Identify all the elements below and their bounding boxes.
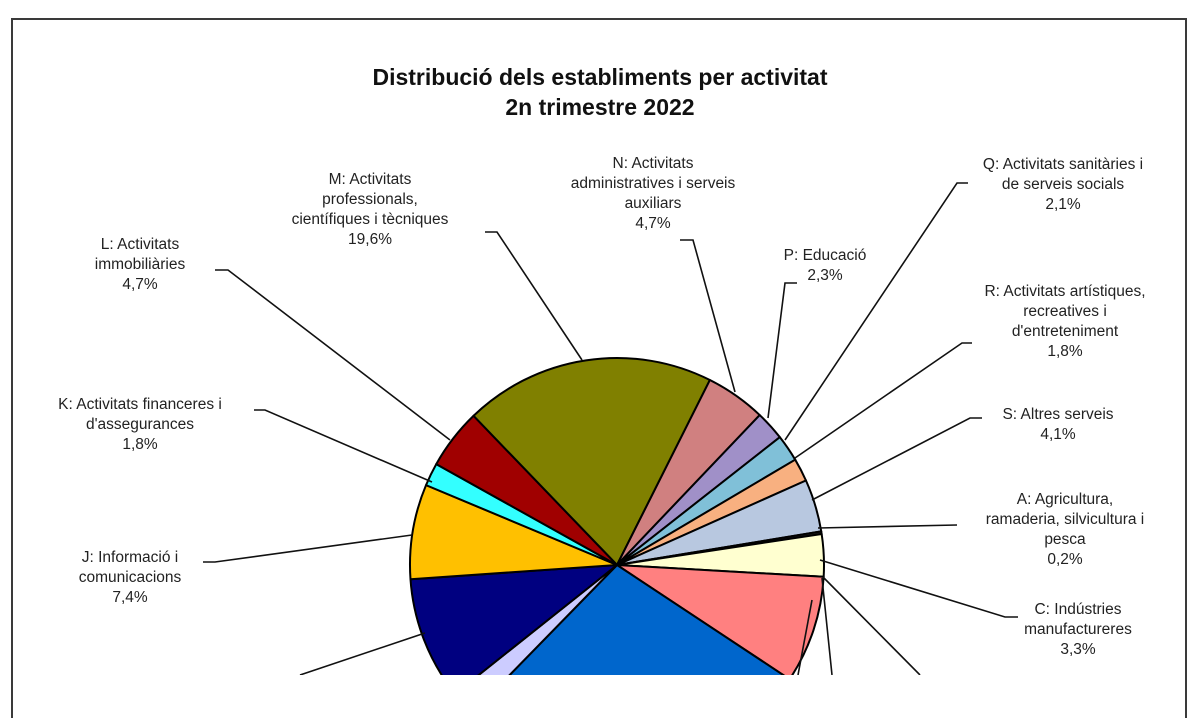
leader-line — [784, 182, 968, 441]
slice-label-m: M: Activitats professionals, científique… — [291, 171, 449, 248]
slice-label-s: S: Altres serveis 4,1% — [1002, 406, 1114, 443]
pie-chart — [203, 182, 1018, 675]
slice-label-n: N: Activitats administratives i serveis … — [570, 155, 736, 232]
chart-title-line1: Distribució dels establiments per activi… — [372, 64, 828, 90]
pie-slice — [616, 564, 825, 675]
leader-line — [485, 231, 583, 361]
leader-line — [203, 534, 413, 563]
leader-line — [822, 576, 921, 675]
leader-line — [254, 409, 433, 483]
leader-line — [299, 632, 426, 675]
slice-label-p: P: Educació 2,3% — [783, 247, 867, 284]
leader-line — [797, 599, 813, 675]
slice-label-c: C: Indústries manufactureres 3,3% — [1024, 601, 1132, 658]
slice-label-j: J: Informació i comunicacions 7,4% — [78, 549, 182, 606]
slice-label-q: Q: Activitats sanitàries i de serveis so… — [982, 156, 1144, 213]
pie-slice-l — [435, 414, 618, 566]
slice-label-l: L: Activitats immobiliàries 4,7% — [94, 236, 186, 293]
leader-line — [821, 577, 833, 675]
leader-line — [794, 342, 972, 459]
leader-line — [817, 524, 958, 529]
pie-slice — [409, 564, 618, 675]
chart-subtitle: 2n trimestre 2022 — [505, 94, 695, 120]
pie-slice — [508, 564, 786, 675]
leader-line — [811, 417, 982, 501]
leader-line — [215, 269, 451, 441]
slice-label-k: K: Activitats financeres i d'assegurance… — [58, 396, 222, 453]
leader-line — [767, 282, 797, 419]
pie-slice-j — [409, 484, 618, 581]
leader-line — [819, 559, 1018, 618]
slice-label-a: A: Agricultura, ramaderia, silvicultura … — [985, 491, 1145, 568]
leader-line — [680, 239, 736, 393]
slice-label-r: R: Activitats artístiques, recreatives i… — [984, 283, 1146, 360]
chart-title: Distribució dels establiments per activi… — [0, 62, 1200, 122]
pie-slice-m — [472, 357, 711, 566]
